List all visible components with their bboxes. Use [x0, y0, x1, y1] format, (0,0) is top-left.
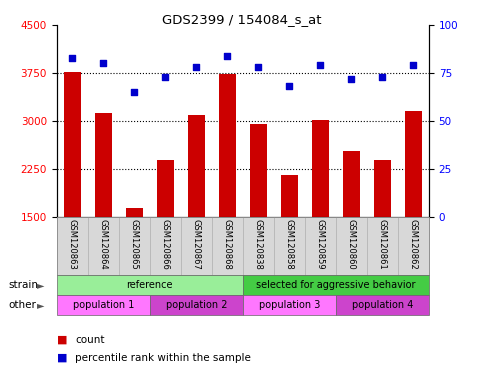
Bar	[64, 72, 81, 217]
Bar	[243, 217, 274, 275]
Bar	[126, 208, 143, 217]
Point	[317, 62, 324, 68]
Text: ■: ■	[57, 353, 67, 363]
Text: GSM120838: GSM120838	[254, 219, 263, 270]
Point	[285, 83, 293, 89]
Point	[410, 62, 418, 68]
Point	[99, 60, 107, 66]
Text: other: other	[9, 300, 37, 310]
Text: GSM120868: GSM120868	[223, 219, 232, 270]
Text: GSM120864: GSM120864	[99, 219, 108, 270]
Bar	[367, 217, 398, 275]
Bar	[212, 217, 243, 275]
Bar	[405, 111, 422, 217]
Bar	[305, 217, 336, 275]
Text: ■: ■	[57, 335, 67, 345]
Point	[223, 53, 231, 59]
Text: ►: ►	[36, 280, 44, 290]
Text: population 4: population 4	[352, 300, 413, 310]
Bar	[57, 295, 150, 315]
Bar	[119, 217, 150, 275]
Bar	[243, 275, 429, 295]
Text: population 1: population 1	[72, 300, 134, 310]
Bar	[312, 120, 329, 217]
Text: GSM120863: GSM120863	[68, 219, 77, 270]
Bar	[250, 124, 267, 217]
Text: GSM120861: GSM120861	[378, 219, 387, 270]
Bar	[398, 217, 429, 275]
Text: ►: ►	[36, 300, 44, 310]
Text: GSM120865: GSM120865	[130, 219, 139, 270]
Bar	[157, 160, 174, 217]
Bar	[181, 217, 212, 275]
Point	[379, 74, 387, 80]
Text: GSM120862: GSM120862	[409, 219, 418, 270]
Text: population 2: population 2	[166, 300, 227, 310]
Bar	[374, 160, 391, 217]
Bar	[188, 115, 205, 217]
Text: GSM120867: GSM120867	[192, 219, 201, 270]
Bar	[95, 113, 112, 217]
Bar	[336, 217, 367, 275]
Bar	[57, 217, 88, 275]
Bar	[219, 74, 236, 217]
Bar	[150, 217, 181, 275]
Bar	[274, 217, 305, 275]
Point	[192, 64, 200, 70]
Bar	[150, 295, 243, 315]
Point	[348, 76, 355, 82]
Bar	[88, 217, 119, 275]
Text: reference: reference	[127, 280, 173, 290]
Bar	[57, 275, 243, 295]
Text: strain: strain	[9, 280, 39, 290]
Text: percentile rank within the sample: percentile rank within the sample	[75, 353, 251, 363]
Text: GSM120859: GSM120859	[316, 219, 325, 269]
Bar	[336, 295, 429, 315]
Bar	[281, 175, 298, 217]
Text: count: count	[75, 335, 105, 345]
Text: selected for aggressive behavior: selected for aggressive behavior	[256, 280, 416, 290]
Bar	[343, 151, 360, 217]
Text: GSM120866: GSM120866	[161, 219, 170, 270]
Text: GSM120858: GSM120858	[285, 219, 294, 270]
Text: population 3: population 3	[259, 300, 320, 310]
Point	[161, 74, 169, 80]
Text: GDS2399 / 154084_s_at: GDS2399 / 154084_s_at	[162, 13, 321, 26]
Point	[130, 89, 138, 95]
Point	[254, 64, 262, 70]
Point	[68, 55, 76, 61]
Text: GSM120860: GSM120860	[347, 219, 356, 270]
Bar	[243, 295, 336, 315]
